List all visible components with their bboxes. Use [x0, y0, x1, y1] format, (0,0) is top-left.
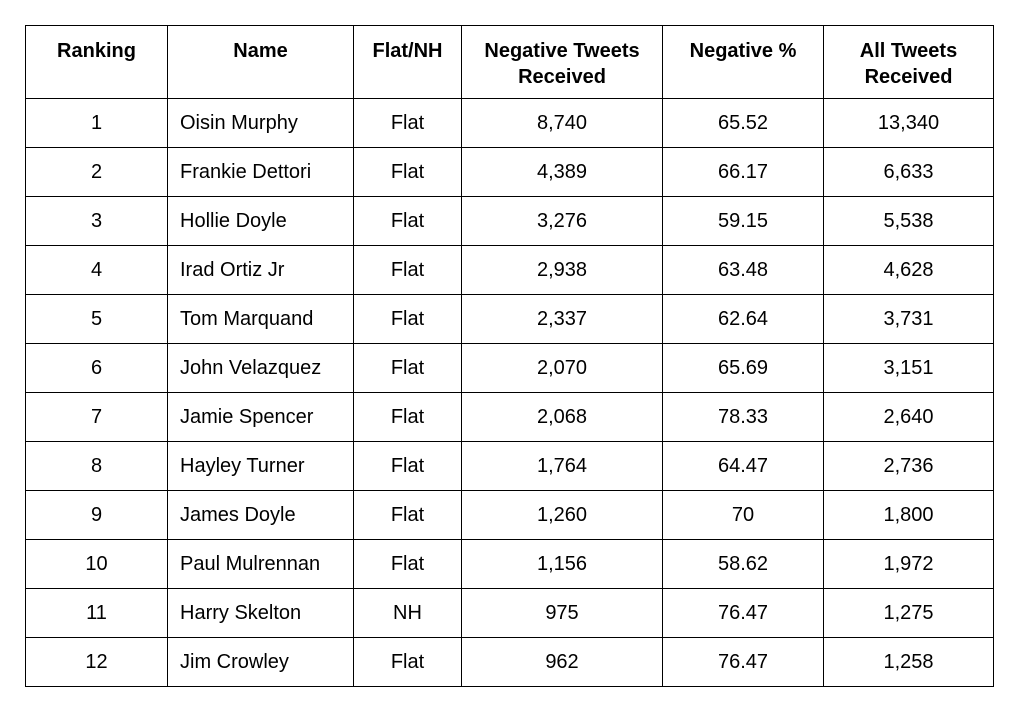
table-cell: 70 [662, 490, 824, 540]
table-cell: Flat [353, 147, 462, 197]
table-cell: 2,736 [823, 441, 994, 491]
table-cell: 8 [25, 441, 168, 491]
table-cell: 5,538 [823, 196, 994, 246]
header-cell: Negative Tweets Received [461, 25, 663, 99]
table-cell: 3,731 [823, 294, 994, 344]
table-cell: Flat [353, 196, 462, 246]
table-cell: Flat [353, 343, 462, 393]
table-cell: NH [353, 588, 462, 638]
table-row: 8 Hayley Turner Flat 1,764 64.47 2,736 [25, 441, 994, 491]
table-cell: 4,628 [823, 245, 994, 295]
table-cell: 2,938 [461, 245, 663, 295]
table-cell: Flat [353, 98, 462, 148]
table-cell: 58.62 [662, 539, 824, 589]
table-cell: 2,070 [461, 343, 663, 393]
table-cell: Flat [353, 490, 462, 540]
table: Ranking Name Flat/NH Negative Tweets Receiv… [25, 25, 994, 687]
table-cell: 59.15 [662, 196, 824, 246]
table-cell: 6,633 [823, 147, 994, 197]
table-row: 2 Frankie Dettori Flat 4,389 66.17 6,633 [25, 147, 994, 197]
table-cell: Hayley Turner [167, 441, 354, 491]
table-cell: 66.17 [662, 147, 824, 197]
table-cell: 2,068 [461, 392, 663, 442]
table-cell: Oisin Murphy [167, 98, 354, 148]
table-cell: 2 [25, 147, 168, 197]
table-cell: 1,972 [823, 539, 994, 589]
table-cell: 10 [25, 539, 168, 589]
table-cell: 76.47 [662, 588, 824, 638]
header-cell: Ranking [25, 25, 168, 99]
table-cell: 63.48 [662, 245, 824, 295]
table-cell: Paul Mulrennan [167, 539, 354, 589]
table-row: 5 Tom Marquand Flat 2,337 62.64 3,731 [25, 294, 994, 344]
table-row: 3 Hollie Doyle Flat 3,276 59.15 5,538 [25, 196, 994, 246]
table-cell: 3 [25, 196, 168, 246]
table-cell: 11 [25, 588, 168, 638]
header-cell: All Tweets Received [823, 25, 994, 99]
table-row: 9 James Doyle Flat 1,260 70 1,800 [25, 490, 994, 540]
table-cell: Jim Crowley [167, 637, 354, 687]
table-cell: 1,275 [823, 588, 994, 638]
table-cell: Frankie Dettori [167, 147, 354, 197]
table-cell: 4,389 [461, 147, 663, 197]
table-cell: 64.47 [662, 441, 824, 491]
table-cell: 1,764 [461, 441, 663, 491]
header-cell: Flat/NH [353, 25, 462, 99]
table-row: 4 Irad Ortiz Jr Flat 2,938 63.48 4,628 [25, 245, 994, 295]
header-row: Ranking Name Flat/NH Negative Tweets Receiv… [25, 25, 994, 99]
table-cell: 7 [25, 392, 168, 442]
table-cell: Jamie Spencer [167, 392, 354, 442]
table-cell: 1,800 [823, 490, 994, 540]
table-cell: 13,340 [823, 98, 994, 148]
table-cell: 12 [25, 637, 168, 687]
table-cell: 62.64 [662, 294, 824, 344]
table-cell: 1,258 [823, 637, 994, 687]
table-row: 7 Jamie Spencer Flat 2,068 78.33 2,640 [25, 392, 994, 442]
table-cell: 1,156 [461, 539, 663, 589]
table-cell: 962 [461, 637, 663, 687]
table-cell: Flat [353, 392, 462, 442]
table-row: 10 Paul Mulrennan Flat 1,156 58.62 1,972 [25, 539, 994, 589]
header-cell: Negative % [662, 25, 824, 99]
table-row: 1 Oisin Murphy Flat 8,740 65.52 13,340 [25, 98, 994, 148]
table-cell: 1,260 [461, 490, 663, 540]
table-cell: 2,640 [823, 392, 994, 442]
table-row: 6 John Velazquez Flat 2,070 65.69 3,151 [25, 343, 994, 393]
table-cell: 65.52 [662, 98, 824, 148]
table-cell: Flat [353, 441, 462, 491]
table-cell: John Velazquez [167, 343, 354, 393]
table-body: 1 Oisin Murphy Flat 8,740 65.52 13,340 2 Franki… [25, 98, 994, 687]
table-cell: 4 [25, 245, 168, 295]
table-cell: James Doyle [167, 490, 354, 540]
table-cell: 3,276 [461, 196, 663, 246]
table-cell: Harry Skelton [167, 588, 354, 638]
table-cell: Flat [353, 294, 462, 344]
table-cell: Flat [353, 245, 462, 295]
table-cell: 65.69 [662, 343, 824, 393]
table-row: 11 Harry Skelton NH 975 76.47 1,275 [25, 588, 994, 638]
table-cell: 2,337 [461, 294, 663, 344]
table-cell: Hollie Doyle [167, 196, 354, 246]
table-cell: 3,151 [823, 343, 994, 393]
table-row: 12 Jim Crowley Flat 962 76.47 1,258 [25, 637, 994, 687]
table-cell: 6 [25, 343, 168, 393]
table-cell: 76.47 [662, 637, 824, 687]
table-cell: Flat [353, 637, 462, 687]
table-cell: 1 [25, 98, 168, 148]
table-cell: Irad Ortiz Jr [167, 245, 354, 295]
table-cell: 975 [461, 588, 663, 638]
table-cell: 8,740 [461, 98, 663, 148]
table-cell: Flat [353, 539, 462, 589]
table-cell: 9 [25, 490, 168, 540]
table-container: Ranking Name Flat/NH Negative Tweets Receiv… [25, 25, 994, 687]
table-cell: 78.33 [662, 392, 824, 442]
table-cell: 5 [25, 294, 168, 344]
table-cell: Tom Marquand [167, 294, 354, 344]
header-cell: Name [167, 25, 354, 99]
